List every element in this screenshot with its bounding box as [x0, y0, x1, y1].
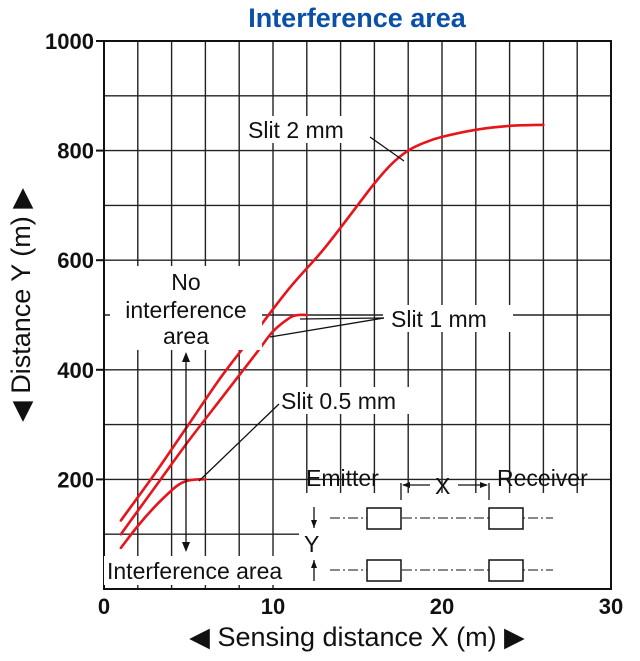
y-tick-label: 400 — [57, 358, 94, 383]
y-tick-label: 1000 — [45, 29, 94, 54]
label-slit-0-5mm: Slit 0.5 mm — [281, 388, 396, 414]
x-tick-label: 30 — [599, 594, 623, 619]
y-tick-label: 800 — [57, 139, 94, 164]
emitter-bottom-sensor — [366, 559, 402, 582]
label-bg-interference — [104, 556, 300, 585]
x-tick-label: 0 — [98, 594, 110, 619]
leader-slit-1mm-a — [299, 317, 385, 320]
label-bg-no-interference — [110, 266, 262, 350]
series-line-2 — [119, 313, 309, 536]
series-layer — [119, 123, 545, 550]
inset-background — [299, 493, 610, 588]
chart-title: Interference area — [248, 3, 467, 33]
leader-slit-1mm-b — [269, 317, 385, 338]
inset-x-label: X — [435, 473, 450, 499]
tick-labels: 0 10 20 30 200 400 600 800 1000 — [45, 29, 623, 619]
label-interference-area: Interference area — [107, 558, 282, 584]
label-no-interference-line3: area — [163, 323, 209, 349]
label-slit-1mm: Slit 1 mm — [391, 306, 487, 332]
x-tick-label: 10 — [261, 594, 285, 619]
x-tick-label: 20 — [430, 594, 454, 619]
inset-x-arrowhead-right — [480, 482, 488, 488]
label-no-interference-line1: No — [171, 269, 200, 295]
leader-slit-0-5mm — [198, 403, 280, 482]
series-line-3 — [119, 478, 207, 550]
inset-y-label: Y — [304, 531, 319, 557]
y-tick-label: 600 — [57, 248, 94, 273]
arrowhead-down — [182, 542, 190, 552]
x-axis-label: ◀ Sensing distance X (m) ▶ — [189, 622, 525, 652]
inset-y-arrowhead-bottom — [311, 560, 317, 568]
inset-emitter-label: Emitter — [306, 465, 379, 491]
label-bg-slit1 — [383, 305, 513, 332]
label-slit-2mm: Slit 2 mm — [248, 117, 344, 143]
emitter-top-sensor — [366, 507, 402, 530]
receiver-bottom-sensor — [488, 559, 524, 582]
inset-y-arrowhead-top — [311, 520, 317, 528]
label-bg-slit2 — [240, 116, 370, 143]
arrowhead-up — [182, 352, 190, 362]
label-bg-slit05 — [276, 387, 426, 414]
label-no-interference-line2: interference — [125, 297, 246, 323]
receiver-top-sensor — [488, 507, 524, 530]
leader-slit-2mm — [369, 136, 405, 162]
y-axis-label: ◀ Distance Y (m) ▶ — [6, 188, 36, 422]
inset-x-arrowhead-left — [402, 482, 410, 488]
inset-receiver-label: Receiver — [497, 465, 588, 491]
y-tick-label: 200 — [57, 467, 94, 492]
plot-frame — [103, 40, 612, 590]
series-line-1 — [119, 123, 545, 522]
